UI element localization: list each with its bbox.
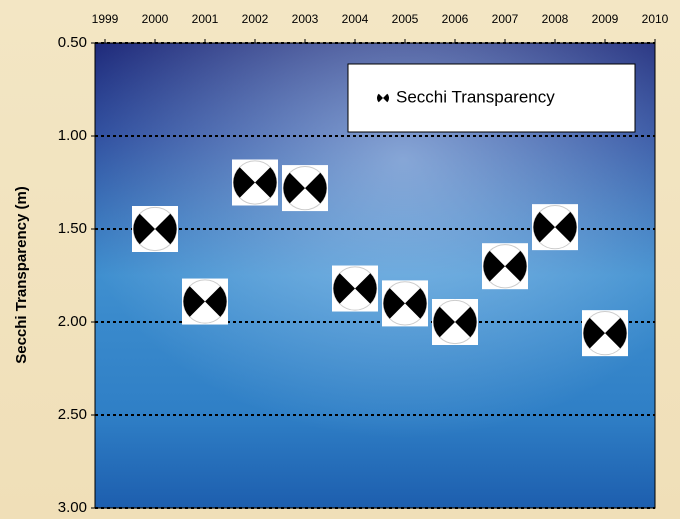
x-tick-label: 2007: [492, 12, 519, 26]
marker-wedge: [305, 172, 327, 204]
data-point: [532, 204, 578, 251]
marker-wedge: [405, 288, 427, 319]
y-axis-label: Secchi Transparency (m): [13, 186, 30, 364]
x-tick-label: 2001: [192, 12, 219, 26]
marker-wedge: [383, 93, 389, 103]
x-tick-label: 2003: [292, 12, 319, 26]
marker-wedge: [355, 273, 377, 304]
x-tick-label: 2005: [392, 12, 419, 26]
x-tick-label: 2009: [592, 12, 619, 26]
x-tick-label: 2006: [442, 12, 469, 26]
marker-wedge: [383, 288, 405, 319]
y-tick-label: 2.00: [58, 313, 87, 330]
marker-wedge: [255, 167, 277, 198]
legend-marker: [376, 93, 389, 103]
plot-border: [94, 42, 656, 509]
marker-wedge: [533, 211, 555, 243]
marker-wedge: [605, 317, 627, 349]
data-point: [282, 165, 328, 212]
x-tick-label: 2010: [642, 12, 669, 26]
x-tick-label: 2002: [242, 12, 269, 26]
y-tick-label: 1.50: [58, 220, 87, 237]
marker-wedge: [583, 317, 605, 349]
marker-wedge: [376, 93, 383, 103]
marker-wedge: [133, 213, 155, 245]
y-tick-label: 0.50: [58, 34, 87, 51]
data-point: [232, 159, 278, 206]
marker-wedge: [205, 286, 227, 317]
marker-wedge: [483, 250, 505, 282]
legend-label: Secchi Transparency: [396, 87, 555, 106]
y-tick-label: 1.00: [58, 127, 87, 144]
marker-wedge: [283, 172, 305, 204]
legend-box: [347, 63, 636, 133]
marker-wedge: [155, 213, 177, 245]
y-tick-label: 3.00: [58, 499, 87, 516]
data-point: [432, 299, 478, 345]
data-point: [482, 243, 528, 290]
y-tick-label: 2.50: [58, 406, 87, 423]
marker-wedge: [183, 286, 205, 317]
x-tick-label: 2008: [542, 12, 569, 26]
marker-wedge: [333, 273, 355, 304]
marker-wedge: [555, 211, 577, 243]
data-point: [132, 206, 178, 252]
data-point: [382, 280, 428, 327]
data-point: [182, 278, 228, 325]
marker-wedge: [433, 306, 455, 338]
marker-wedge: [455, 306, 477, 338]
data-point: [582, 310, 628, 357]
x-tick-label: 1999: [92, 12, 119, 26]
x-tick-label: 2004: [342, 12, 369, 26]
marker-wedge: [233, 167, 255, 198]
x-tick-label: 2000: [142, 12, 169, 26]
data-point: [332, 265, 378, 312]
marker-wedge: [505, 250, 527, 282]
